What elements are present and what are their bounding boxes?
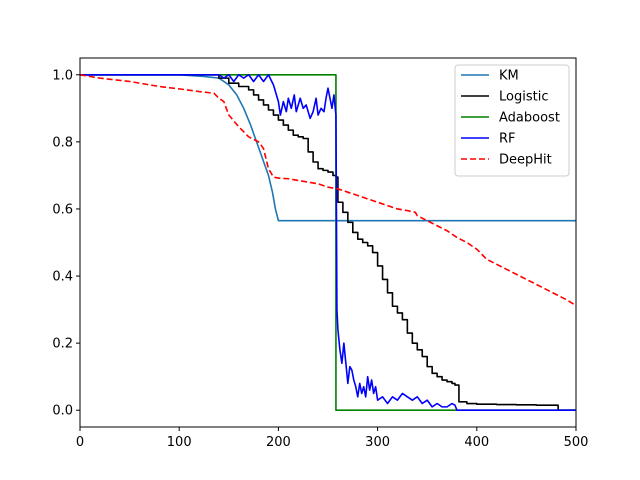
x-tick-label: 500 <box>564 435 589 450</box>
x-axis: 0 100 200 300 400 500 <box>76 427 589 450</box>
legend-box <box>454 64 570 177</box>
x-tick-label: 300 <box>365 435 390 450</box>
x-tick-label: 400 <box>464 435 489 450</box>
x-tick-label: 0 <box>76 435 84 450</box>
legend: KM Logistic Adaboost RF DeepHit <box>454 64 570 177</box>
legend-label-rf: RF <box>499 132 516 147</box>
x-tick-label: 200 <box>266 435 291 450</box>
legend-label-deephit: DeepHit <box>499 153 552 168</box>
series-line-logistic <box>80 73 576 412</box>
y-tick-label: 0.0 <box>52 404 73 419</box>
y-tick-label: 0.8 <box>52 135 73 150</box>
y-tick-label: 1.0 <box>52 68 73 83</box>
y-tick-label: 0.6 <box>52 202 73 217</box>
y-tick-label: 0.4 <box>52 270 73 285</box>
series-line-rf <box>80 73 576 412</box>
x-tick-label: 100 <box>167 435 192 450</box>
plot-area-frame <box>79 57 577 428</box>
y-tick-label: 0.2 <box>52 337 73 352</box>
series-line-deephit <box>80 73 576 307</box>
legend-label-km: KM <box>499 69 519 84</box>
legend-label-adaboost: Adaboost <box>499 111 560 126</box>
y-axis: 0.0 0.2 0.4 0.6 0.8 1.0 <box>52 68 80 419</box>
series-line-km <box>80 73 576 222</box>
legend-label-logistic: Logistic <box>499 90 548 105</box>
series-layer <box>80 73 576 412</box>
